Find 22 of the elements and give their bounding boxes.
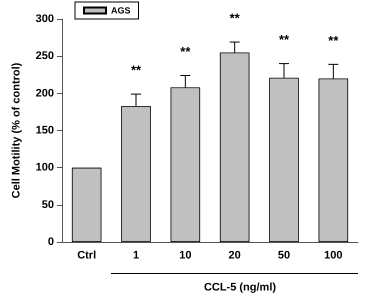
x-tick-label: 20 bbox=[228, 250, 241, 262]
bar bbox=[72, 168, 102, 242]
annotation: ** bbox=[180, 44, 192, 59]
y-tick-label: 50 bbox=[42, 198, 54, 211]
y-tick-label: 300 bbox=[36, 13, 54, 25]
y-tick-label: 0 bbox=[48, 236, 54, 248]
annotation: ** bbox=[328, 32, 340, 48]
y-tick-label: 100 bbox=[36, 162, 54, 174]
annotation: ** bbox=[230, 10, 241, 26]
legend-label: AGS bbox=[111, 6, 131, 16]
y-axis-title: Cell Motility (% of control) bbox=[10, 62, 22, 198]
x-tick-label: Ctrl bbox=[77, 250, 96, 262]
x-tick-label: 50 bbox=[278, 250, 290, 262]
annotation: ** bbox=[130, 62, 142, 78]
x-tick-label: 1 bbox=[132, 250, 140, 262]
y-tick-label: 250 bbox=[36, 50, 54, 62]
x-tick-label: 100 bbox=[324, 250, 343, 262]
y-tick-label: 150 bbox=[36, 124, 54, 136]
x-tick-label: 10 bbox=[179, 250, 192, 262]
annotation: ** bbox=[278, 32, 290, 48]
y-tick-label: 200 bbox=[36, 87, 54, 100]
x-axis-title: CCL-5 (ng/ml) bbox=[204, 282, 276, 294]
